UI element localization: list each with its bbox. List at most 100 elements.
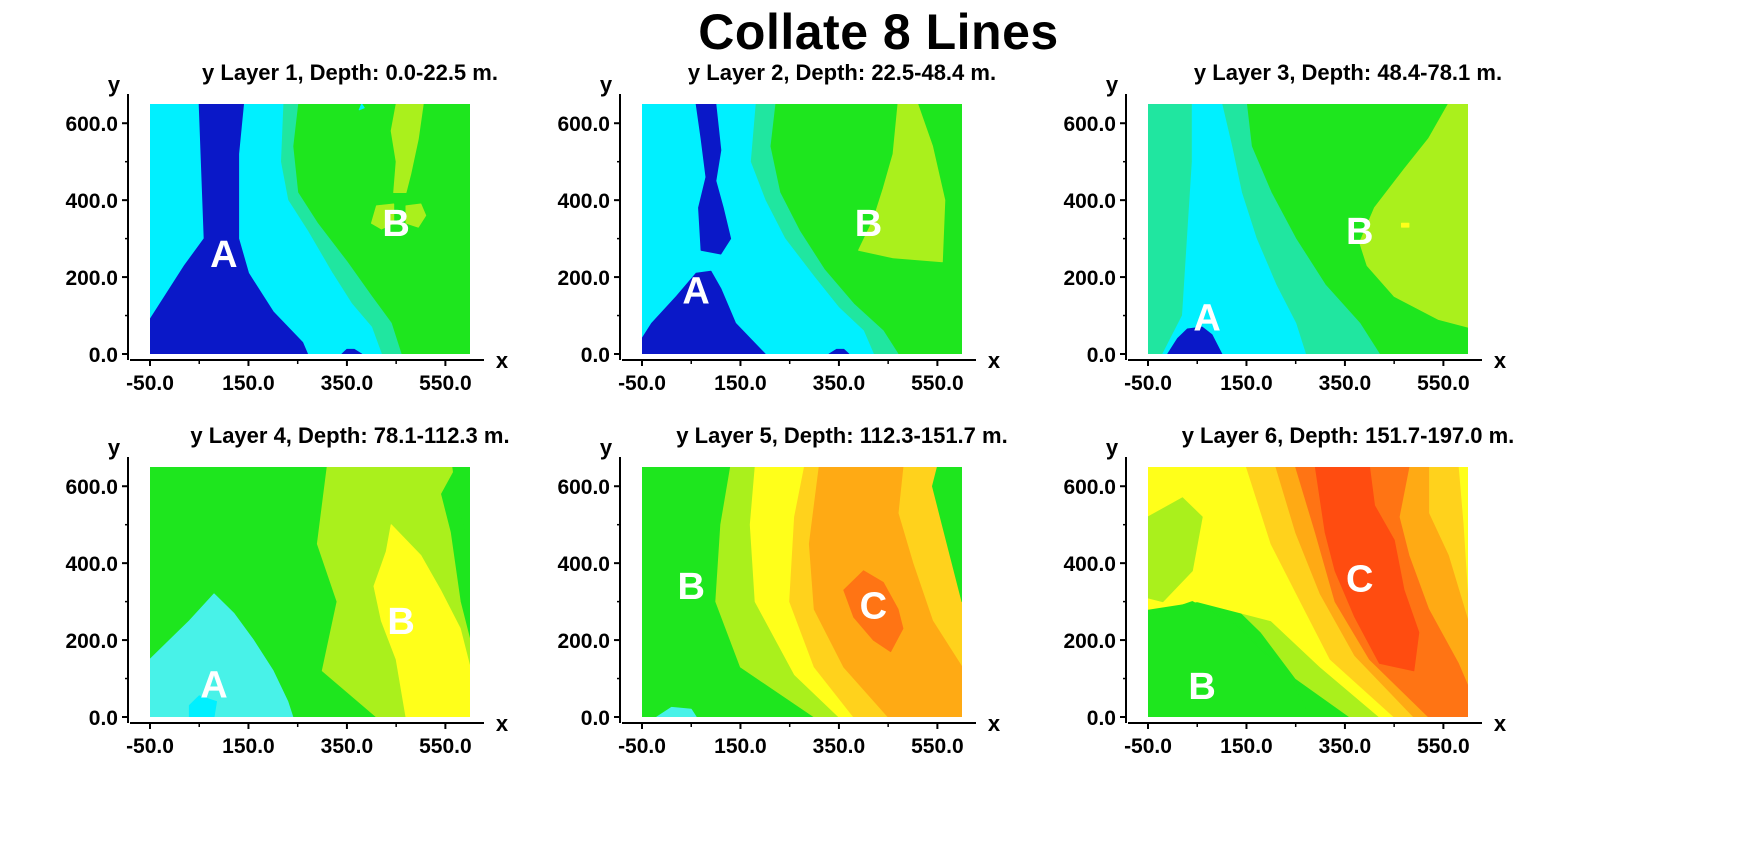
panel-title: y Layer 5, Depth: 112.3-151.7 m. bbox=[676, 423, 1008, 448]
panel-title: y Layer 1, Depth: 0.0-22.5 m. bbox=[202, 60, 498, 85]
contour-region-navy bbox=[695, 104, 732, 255]
x-tick-label: -50.0 bbox=[1124, 735, 1172, 758]
panel-title: y Layer 6, Depth: 151.7-197.0 m. bbox=[1181, 423, 1515, 448]
contour-region-lime bbox=[390, 104, 424, 193]
y-axis-label: y bbox=[600, 72, 613, 97]
contour-region-cyan bbox=[188, 695, 217, 717]
contour-panel-5: y Layer 5, Depth: 112.3-151.7 m. 0.0 200.0… bbox=[557, 423, 1142, 823]
contour-panel-1: y Layer 1, Depth: 0.0-22.5 m. 0.0 200.0 400… bbox=[65, 60, 650, 460]
zone-label-a: A bbox=[1193, 297, 1220, 339]
y-tick-label: 0.0 bbox=[89, 707, 118, 730]
y-axis-label: y bbox=[1106, 435, 1119, 460]
y-axis-label: y bbox=[600, 435, 613, 460]
zone-label-b: B bbox=[1346, 211, 1373, 253]
x-tick-label: -50.0 bbox=[618, 735, 666, 758]
x-axis-label: x bbox=[988, 711, 1001, 736]
y-tick-label: 0.0 bbox=[89, 344, 118, 367]
y-tick-label: 400.0 bbox=[65, 190, 118, 213]
y-tick-label: 0.0 bbox=[1087, 707, 1116, 730]
y-tick-label: 400.0 bbox=[1063, 190, 1116, 213]
x-axis-label: x bbox=[1494, 348, 1507, 373]
y-axis-label: y bbox=[108, 435, 121, 460]
y-tick-label: 0.0 bbox=[581, 344, 610, 367]
y-tick-label: 200.0 bbox=[65, 267, 118, 290]
y-tick-label: 0.0 bbox=[581, 707, 610, 730]
x-tick-label: -50.0 bbox=[618, 372, 666, 395]
contour-plot: 0.0 200.0 400.0 600.0 -50.0 150.0 350.0 550.0 y x… bbox=[65, 72, 509, 395]
zone-label-a: A bbox=[682, 271, 709, 313]
y-tick-label: 200.0 bbox=[1063, 630, 1116, 653]
y-tick-label: 200.0 bbox=[557, 630, 610, 653]
y-tick-label: 600.0 bbox=[65, 476, 118, 499]
contour-region-navy bbox=[828, 348, 850, 354]
x-tick-label: 150.0 bbox=[1220, 735, 1273, 758]
y-tick-label: 600.0 bbox=[1063, 113, 1116, 136]
y-tick-label: 0.0 bbox=[1087, 344, 1116, 367]
contour-region-cyan bbox=[1162, 104, 1306, 354]
y-tick-label: 400.0 bbox=[557, 553, 610, 576]
zone-label-b: B bbox=[382, 203, 409, 245]
x-tick-label: 550.0 bbox=[911, 372, 964, 395]
y-tick-label: 600.0 bbox=[557, 476, 610, 499]
y-tick-label: 600.0 bbox=[1063, 476, 1116, 499]
x-tick-label: -50.0 bbox=[126, 735, 174, 758]
panel-title: y Layer 3, Depth: 48.4-78.1 m. bbox=[1193, 60, 1503, 85]
main-title: Collate 8 Lines bbox=[698, 4, 1059, 60]
contour-plot: 0.0 200.0 400.0 600.0 -50.0 150.0 350.0 550.0 y x… bbox=[557, 435, 1001, 758]
y-tick-label: 400.0 bbox=[557, 190, 610, 213]
contour-region-green bbox=[1148, 601, 1311, 717]
contour-region-navy bbox=[642, 270, 766, 354]
zone-label-b: B bbox=[678, 566, 705, 608]
x-tick-label: 550.0 bbox=[419, 372, 472, 395]
contour-region-navy bbox=[150, 104, 308, 354]
contour-region-yellow bbox=[373, 524, 470, 717]
contour-region-lime bbox=[371, 203, 395, 230]
x-tick-label: 150.0 bbox=[714, 735, 767, 758]
zone-label-c: C bbox=[860, 585, 887, 627]
contour-region-yellow bbox=[1401, 222, 1410, 228]
contour-panel-4: y Layer 4, Depth: 78.1-112.3 m. 0.0 200.0 4… bbox=[65, 423, 650, 823]
contour-plot: 0.0 200.0 400.0 600.0 -50.0 150.0 350.0 550.0 y x… bbox=[65, 435, 509, 758]
contour-region-lime bbox=[1359, 104, 1468, 328]
panel-title: y Layer 4, Depth: 78.1-112.3 m. bbox=[190, 423, 510, 448]
contour-region-lime bbox=[405, 203, 427, 228]
x-tick-label: 350.0 bbox=[813, 735, 866, 758]
y-tick-label: 200.0 bbox=[557, 267, 610, 290]
x-tick-label: 550.0 bbox=[419, 735, 472, 758]
y-tick-label: 200.0 bbox=[1063, 267, 1116, 290]
zone-label-b: B bbox=[1188, 666, 1215, 708]
contour-region-navy bbox=[1167, 326, 1223, 354]
zone-label-a: A bbox=[200, 664, 227, 706]
x-tick-label: 350.0 bbox=[1319, 372, 1372, 395]
contour-region-green bbox=[932, 467, 962, 603]
zone-label-a: A bbox=[210, 234, 237, 276]
contour-region-cyan_light bbox=[150, 593, 294, 717]
contour-region-cyan_light bbox=[656, 706, 697, 717]
x-tick-label: 550.0 bbox=[1417, 735, 1470, 758]
x-tick-label: 350.0 bbox=[813, 372, 866, 395]
zone-label-c: C bbox=[1346, 559, 1373, 601]
x-tick-label: 550.0 bbox=[1417, 372, 1470, 395]
x-axis-label: x bbox=[988, 348, 1001, 373]
x-tick-label: 150.0 bbox=[714, 372, 767, 395]
contour-region-green bbox=[452, 467, 470, 556]
y-tick-label: 400.0 bbox=[65, 553, 118, 576]
zone-label-b: B bbox=[855, 203, 882, 245]
y-tick-label: 200.0 bbox=[65, 630, 118, 653]
x-tick-label: 150.0 bbox=[222, 372, 275, 395]
x-tick-label: 350.0 bbox=[1319, 735, 1372, 758]
x-tick-label: 150.0 bbox=[1220, 372, 1273, 395]
contour-panel-6: y Layer 6, Depth: 151.7-197.0 m. 0.0 200.0… bbox=[1063, 423, 1648, 823]
y-tick-label: 600.0 bbox=[65, 113, 118, 136]
contour-region-lime bbox=[858, 104, 946, 263]
y-axis-label: y bbox=[108, 72, 121, 97]
contour-plot: 0.0 200.0 400.0 600.0 -50.0 150.0 350.0 550.0 y x… bbox=[557, 72, 1001, 395]
x-axis-label: x bbox=[496, 348, 509, 373]
contour-panel-2: y Layer 2, Depth: 22.5-48.4 m. 0.0 200.0 40… bbox=[557, 60, 1142, 460]
contour-region-navy bbox=[341, 348, 363, 354]
x-axis-label: x bbox=[496, 711, 509, 736]
x-tick-label: -50.0 bbox=[1124, 372, 1172, 395]
y-tick-label: 400.0 bbox=[1063, 553, 1116, 576]
contour-plot: 0.0 200.0 400.0 600.0 -50.0 150.0 350.0 550.0 y x… bbox=[1063, 72, 1507, 395]
x-tick-label: 150.0 bbox=[222, 735, 275, 758]
